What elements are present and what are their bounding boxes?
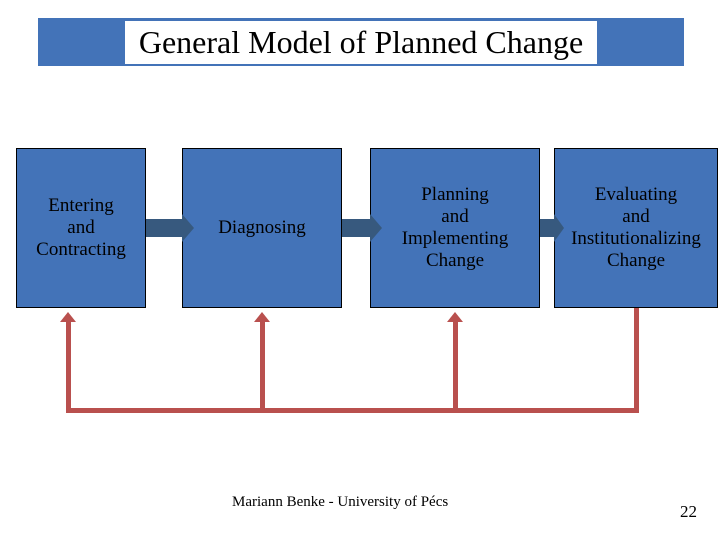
stage-label-2: Diagnosing bbox=[218, 217, 306, 239]
stage-box-1: EnteringandContracting bbox=[16, 148, 146, 308]
arrow-3-4 bbox=[540, 214, 564, 242]
title-bar: General Model of Planned Change bbox=[38, 18, 684, 66]
stage-box-4: EvaluatingandInstitutionalizingChange bbox=[554, 148, 718, 308]
footer-text: Mariann Benke - University of Pécs bbox=[232, 494, 448, 511]
stage-box-2: Diagnosing bbox=[182, 148, 342, 308]
stage-label-3: PlanningandImplementingChange bbox=[402, 184, 509, 271]
stage-label-4: EvaluatingandInstitutionalizingChange bbox=[571, 184, 701, 271]
arrow-2-3 bbox=[342, 214, 382, 242]
arrow-1-2 bbox=[146, 214, 194, 242]
page-number: 22 bbox=[680, 502, 697, 522]
stage-box-3: PlanningandImplementingChange bbox=[370, 148, 540, 308]
stage-label-1: EnteringandContracting bbox=[36, 195, 126, 261]
slide-title: General Model of Planned Change bbox=[125, 21, 597, 64]
